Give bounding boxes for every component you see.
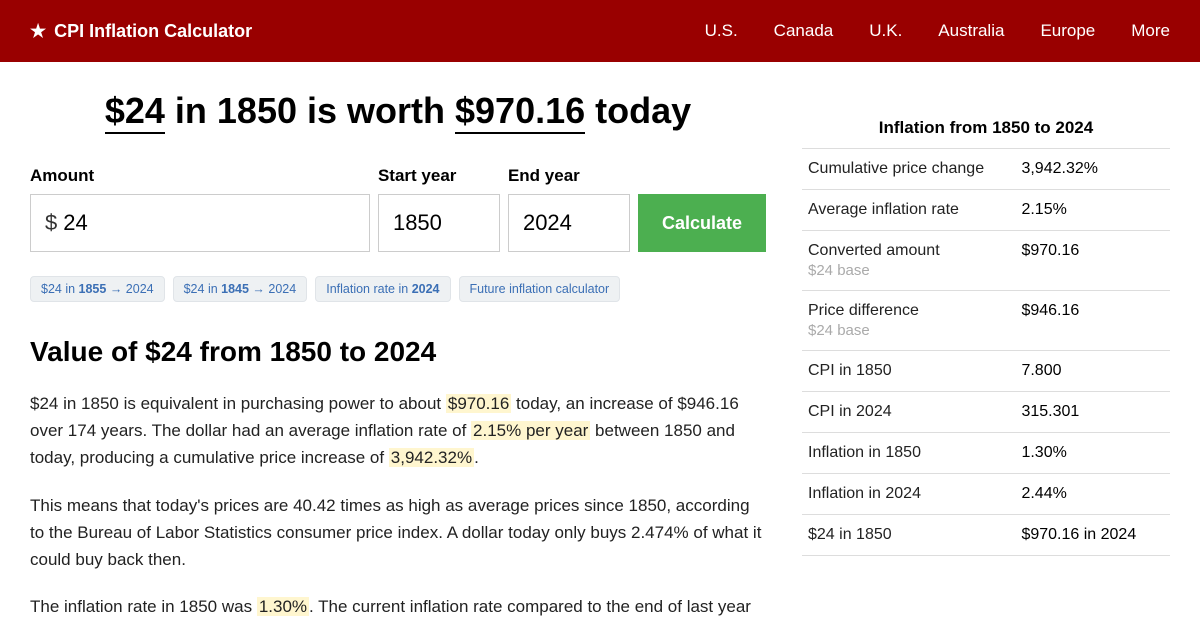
stats-row: Cumulative price change3,942.32% xyxy=(802,149,1170,190)
stats-value: $946.16 xyxy=(1015,291,1170,351)
main-content: $24 in 1850 is worth $970.16 today Amoun… xyxy=(0,62,1200,640)
paragraph-3: The inflation rate in 1850 was 1.30%. Th… xyxy=(30,593,766,620)
stats-value: 1.30% xyxy=(1015,433,1170,474)
stats-value: 7.800 xyxy=(1015,351,1170,392)
stats-label: $24 in 1850 xyxy=(802,515,1015,556)
stats-row: CPI in 18507.800 xyxy=(802,351,1170,392)
end-year-input[interactable] xyxy=(508,194,630,252)
stats-row: $24 in 1850$970.16 in 2024 xyxy=(802,515,1170,556)
calculator-form: Amount $ 24 Start year End year Calculat… xyxy=(30,166,766,252)
section-title: Value of $24 from 1850 to 2024 xyxy=(30,336,766,368)
stats-row: Inflation in 18501.30% xyxy=(802,433,1170,474)
stats-table: Cumulative price change3,942.32%Average … xyxy=(802,148,1170,556)
nav-canada[interactable]: Canada xyxy=(774,21,834,41)
nav-uk[interactable]: U.K. xyxy=(869,21,902,41)
related-chips: $24 in 1855 → 2024 $24 in 1845 → 2024 In… xyxy=(30,276,766,302)
amount-value: 24 xyxy=(63,210,87,236)
page-title: $24 in 1850 is worth $970.16 today xyxy=(30,90,766,132)
start-year-group: Start year xyxy=(378,166,500,252)
site-header: ★ CPI Inflation Calculator U.S. Canada U… xyxy=(0,0,1200,62)
nav-europe[interactable]: Europe xyxy=(1040,21,1095,41)
stats-label: CPI in 2024 xyxy=(802,392,1015,433)
stats-row: CPI in 2024315.301 xyxy=(802,392,1170,433)
stats-row: Average inflation rate2.15% xyxy=(802,190,1170,231)
amount-group: Amount $ 24 xyxy=(30,166,370,252)
title-result: $970.16 xyxy=(455,90,585,134)
chip-1845[interactable]: $24 in 1845 → 2024 xyxy=(173,276,308,302)
content-column: $24 in 1850 is worth $970.16 today Amoun… xyxy=(30,62,802,640)
amount-label: Amount xyxy=(30,166,370,186)
stats-value: 3,942.32% xyxy=(1015,149,1170,190)
stats-value: 2.15% xyxy=(1015,190,1170,231)
stats-label: Price difference$24 base xyxy=(802,291,1015,351)
end-year-group: End year xyxy=(508,166,630,252)
sidebar-title: Inflation from 1850 to 2024 xyxy=(802,118,1170,138)
start-year-input[interactable] xyxy=(378,194,500,252)
paragraph-1: $24 in 1850 is equivalent in purchasing … xyxy=(30,390,766,472)
main-nav: U.S. Canada U.K. Australia Europe More xyxy=(705,21,1170,41)
amount-input[interactable]: $ 24 xyxy=(30,194,370,252)
stats-value: $970.16 xyxy=(1015,231,1170,291)
stats-row: Inflation in 20242.44% xyxy=(802,474,1170,515)
site-logo[interactable]: ★ CPI Inflation Calculator xyxy=(30,21,252,42)
sidebar: Inflation from 1850 to 2024 Cumulative p… xyxy=(802,62,1170,640)
stats-label: Cumulative price change xyxy=(802,149,1015,190)
star-icon: ★ xyxy=(30,21,46,42)
stats-label: Inflation in 1850 xyxy=(802,433,1015,474)
paragraph-2: This means that today's prices are 40.42… xyxy=(30,492,766,574)
stats-row: Converted amount$24 base$970.16 xyxy=(802,231,1170,291)
stats-row: Price difference$24 base$946.16 xyxy=(802,291,1170,351)
stats-label: Average inflation rate xyxy=(802,190,1015,231)
end-year-label: End year xyxy=(508,166,630,186)
stats-sublabel: $24 base xyxy=(808,322,1009,339)
nav-more[interactable]: More xyxy=(1131,21,1170,41)
stats-label: Converted amount$24 base xyxy=(802,231,1015,291)
chip-future[interactable]: Future inflation calculator xyxy=(459,276,621,302)
stats-value: 2.44% xyxy=(1015,474,1170,515)
chip-rate-2024[interactable]: Inflation rate in 2024 xyxy=(315,276,450,302)
stats-value: $970.16 in 2024 xyxy=(1015,515,1170,556)
stats-label: CPI in 1850 xyxy=(802,351,1015,392)
stats-value: 315.301 xyxy=(1015,392,1170,433)
highlight-amount: $970.16 xyxy=(446,394,511,413)
nav-australia[interactable]: Australia xyxy=(938,21,1004,41)
stats-label: Inflation in 2024 xyxy=(802,474,1015,515)
start-year-label: Start year xyxy=(378,166,500,186)
logo-text: CPI Inflation Calculator xyxy=(54,21,252,42)
title-amount: $24 xyxy=(105,90,165,134)
dollar-icon: $ xyxy=(45,210,57,236)
highlight-rate: 2.15% per year xyxy=(471,421,590,440)
chip-1855[interactable]: $24 in 1855 → 2024 xyxy=(30,276,165,302)
highlight-1850-rate: 1.30% xyxy=(257,597,309,616)
highlight-cumulative: 3,942.32% xyxy=(389,448,474,467)
nav-us[interactable]: U.S. xyxy=(705,21,738,41)
stats-sublabel: $24 base xyxy=(808,262,1009,279)
calculate-button[interactable]: Calculate xyxy=(638,194,766,252)
